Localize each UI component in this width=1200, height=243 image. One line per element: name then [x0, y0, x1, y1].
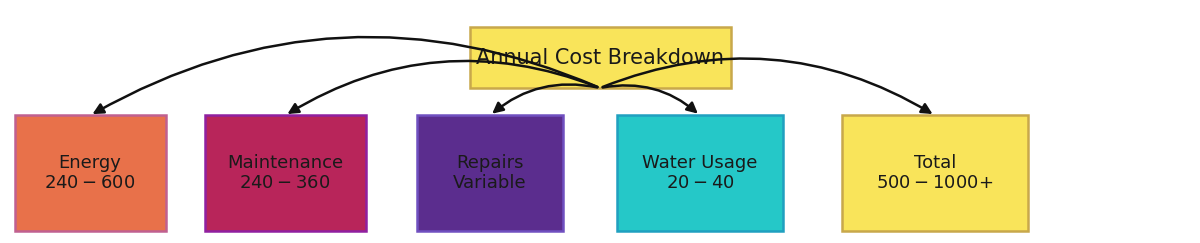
Text: Water Usage
$20 - $40: Water Usage $20 - $40 [642, 154, 757, 192]
FancyBboxPatch shape [418, 115, 563, 231]
Text: Energy
$240 - $600: Energy $240 - $600 [44, 154, 136, 192]
FancyBboxPatch shape [14, 115, 166, 231]
Text: Repairs
Variable: Repairs Variable [454, 154, 527, 192]
Text: Maintenance
$240 - $360: Maintenance $240 - $360 [227, 154, 343, 192]
Text: Total
$500 - $1000+: Total $500 - $1000+ [876, 154, 994, 192]
FancyBboxPatch shape [469, 27, 731, 88]
FancyBboxPatch shape [842, 115, 1028, 231]
FancyBboxPatch shape [617, 115, 784, 231]
FancyBboxPatch shape [204, 115, 366, 231]
Text: Annual Cost Breakdown: Annual Cost Breakdown [476, 48, 724, 68]
